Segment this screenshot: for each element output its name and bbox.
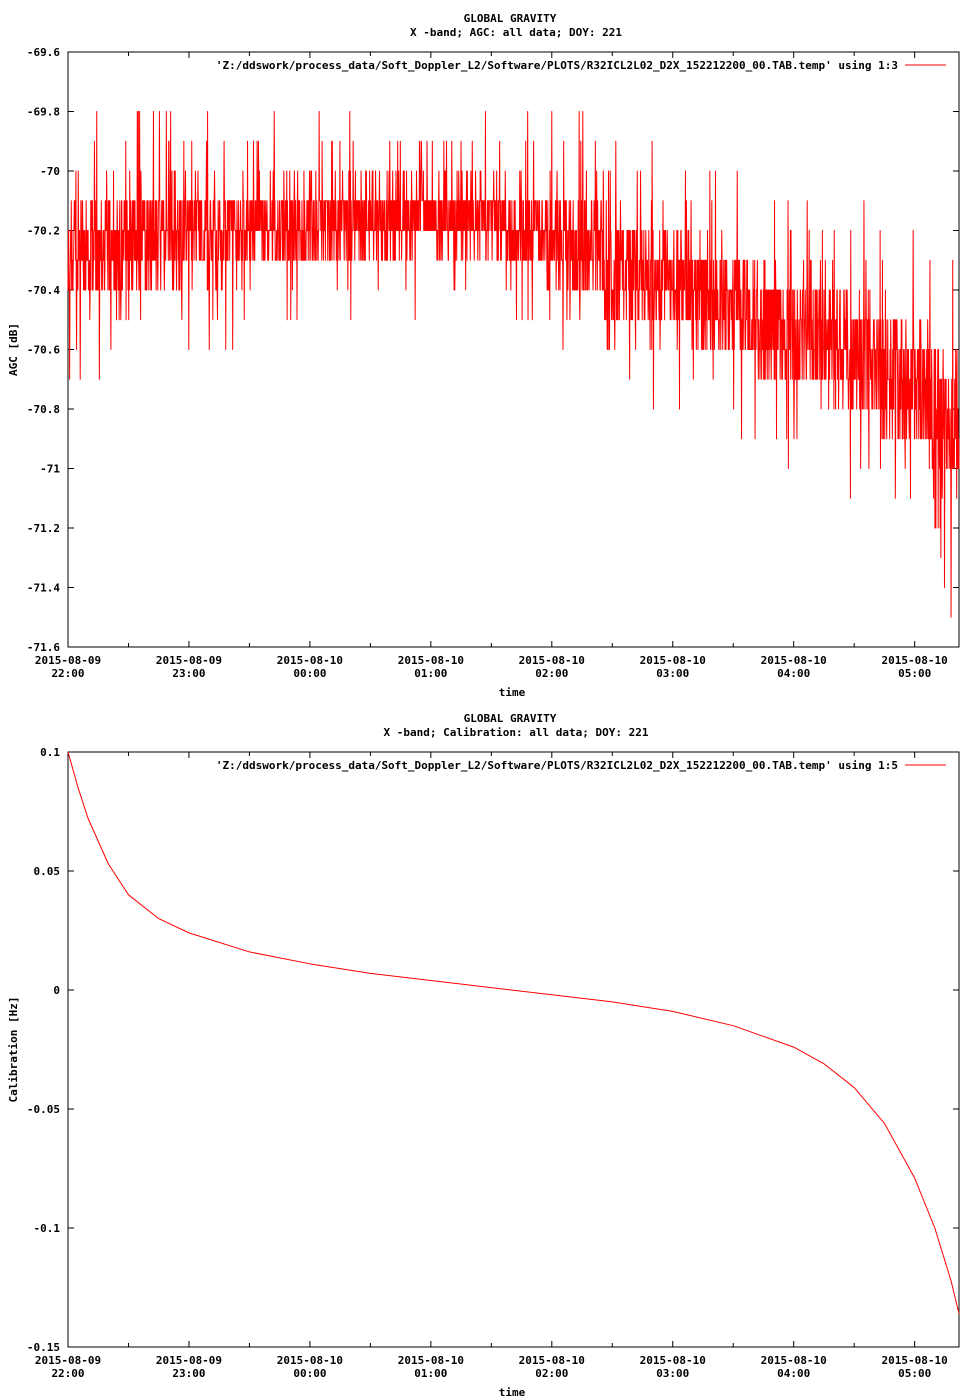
y-tick-label: 0.05	[34, 865, 61, 878]
y-tick-label: -71	[40, 463, 60, 476]
x-tick-time: 03:00	[656, 667, 689, 680]
y-axis-label: AGC [dB]	[7, 323, 20, 376]
x-tick-time: 23:00	[172, 1367, 205, 1380]
y-axis-label: Calibration [Hz]	[7, 997, 20, 1103]
x-tick-date: 2015-08-10	[882, 654, 948, 667]
y-tick-label: -69.6	[27, 46, 60, 59]
chart-title: GLOBAL GRAVITY	[464, 712, 557, 725]
x-tick-date: 2015-08-09	[35, 654, 101, 667]
x-tick-date: 2015-08-10	[398, 1354, 464, 1367]
y-tick-label: 0	[53, 984, 60, 997]
y-tick-label: -69.8	[27, 106, 60, 119]
y-tick-label: -70.4	[27, 284, 60, 297]
x-tick-time: 03:00	[656, 1367, 689, 1380]
x-tick-date: 2015-08-10	[761, 654, 827, 667]
x-tick-date: 2015-08-09	[156, 654, 222, 667]
x-tick-date: 2015-08-10	[398, 654, 464, 667]
y-tick-label: -70.2	[27, 225, 60, 238]
x-tick-date: 2015-08-10	[277, 1354, 343, 1367]
x-tick-date: 2015-08-10	[519, 654, 585, 667]
x-tick-date: 2015-08-10	[640, 654, 706, 667]
data-series-line	[67, 751, 960, 1314]
x-tick-date: 2015-08-09	[35, 1354, 101, 1367]
x-tick-time: 01:00	[414, 1367, 447, 1380]
x-tick-date: 2015-08-10	[640, 1354, 706, 1367]
x-tick-date: 2015-08-10	[519, 1354, 585, 1367]
chart-subtitle: X -band; Calibration: all data; DOY: 221	[384, 726, 649, 739]
x-tick-time: 22:00	[51, 1367, 84, 1380]
y-tick-label: -71.6	[27, 641, 60, 654]
x-tick-time: 01:00	[414, 667, 447, 680]
x-tick-time: 00:00	[293, 667, 326, 680]
y-tick-label: -0.15	[27, 1341, 60, 1354]
y-tick-label: -70.6	[27, 344, 60, 357]
x-tick-time: 02:00	[535, 667, 568, 680]
x-tick-date: 2015-08-10	[277, 654, 343, 667]
y-tick-label: -0.1	[34, 1222, 61, 1235]
legend-label: 'Z:/ddswork/process_data/Soft_Doppler_L2…	[216, 759, 898, 772]
x-tick-date: 2015-08-10	[761, 1354, 827, 1367]
x-tick-time: 23:00	[172, 667, 205, 680]
x-tick-time: 05:00	[898, 667, 931, 680]
x-tick-date: 2015-08-09	[156, 1354, 222, 1367]
y-tick-label: -0.05	[27, 1103, 60, 1116]
y-tick-label: -71.2	[27, 522, 60, 535]
chart-subtitle: X -band; AGC: all data; DOY: 221	[410, 26, 622, 39]
x-axis-label: time	[499, 686, 526, 699]
y-tick-label: 0.1	[40, 746, 60, 759]
x-tick-time: 02:00	[535, 1367, 568, 1380]
plot-frame	[67, 751, 960, 1348]
x-tick-time: 22:00	[51, 667, 84, 680]
x-tick-time: 04:00	[777, 1367, 810, 1380]
chart-title: GLOBAL GRAVITY	[464, 12, 557, 25]
x-tick-time: 00:00	[293, 1367, 326, 1380]
y-tick-label: -70.8	[27, 403, 60, 416]
legend-label: 'Z:/ddswork/process_data/Soft_Doppler_L2…	[216, 59, 898, 72]
x-tick-date: 2015-08-10	[882, 1354, 948, 1367]
data-series-line	[67, 111, 960, 618]
x-axis-label: time	[499, 1386, 526, 1399]
y-tick-label: -70	[40, 165, 60, 178]
x-tick-time: 04:00	[777, 667, 810, 680]
y-tick-label: -71.4	[27, 582, 60, 595]
x-tick-time: 05:00	[898, 1367, 931, 1380]
